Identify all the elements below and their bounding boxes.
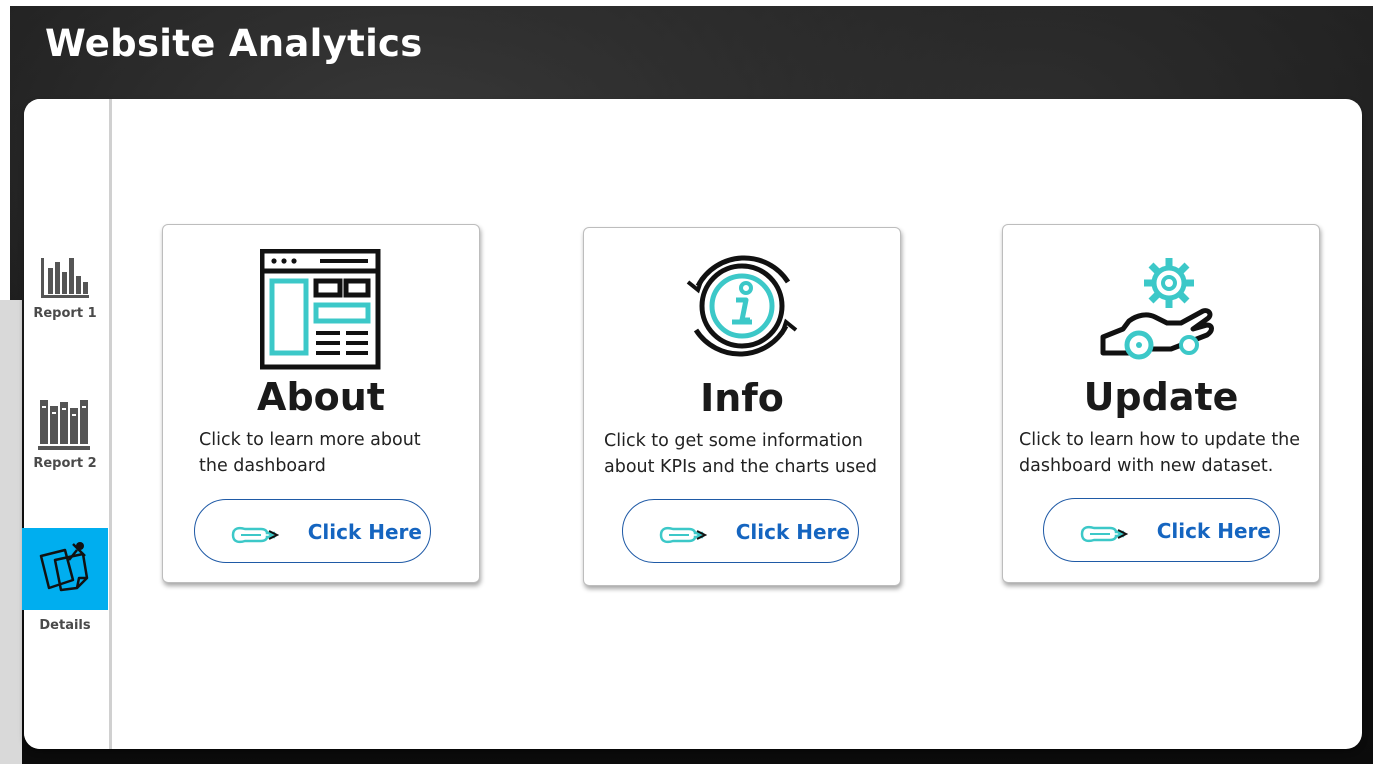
card-title: Info — [700, 376, 784, 420]
card-description: Click to learn how to update the dashboa… — [1019, 427, 1315, 479]
card-description-line: about KPIs and the charts used — [604, 457, 877, 477]
bar-chart-icon — [41, 258, 89, 298]
web-layout-icon — [163, 248, 479, 375]
page-title: Website Analytics — [45, 22, 423, 65]
card-description-line: dashboard with new dataset. — [1019, 456, 1274, 476]
hand-pointer-icon — [1080, 525, 1128, 543]
button-label: Click Here — [307, 520, 422, 544]
hand-pointer-icon — [659, 526, 707, 544]
card-description-line: Click to learn how to update the — [1019, 430, 1301, 450]
info-refresh-icon — [584, 252, 900, 364]
card-description-line: Click to learn more about — [199, 430, 421, 450]
about-click-here-button[interactable]: Click Here — [194, 499, 431, 563]
left-border — [0, 0, 10, 300]
button-label: Click Here — [1156, 519, 1271, 543]
sidebar-item-label: Report 1 — [33, 306, 97, 321]
update-card: Update Click to learn how to update the … — [1002, 224, 1320, 583]
card-title: About — [257, 375, 385, 419]
info-click-here-button[interactable]: Click Here — [622, 499, 859, 563]
sidebar-active-highlight — [22, 528, 108, 610]
button-label: Click Here — [735, 520, 850, 544]
card-title: Update — [1083, 375, 1239, 419]
sidebar-item-label: Details — [39, 618, 91, 633]
sidebar-item-details[interactable]: Details — [22, 536, 108, 633]
card-description: Click to learn more about the dashboard — [199, 427, 469, 479]
sticky-notes-icon — [39, 542, 89, 592]
card-description: Click to get some information about KPIs… — [604, 428, 896, 480]
card-description-line: the dashboard — [199, 456, 326, 476]
info-card: Info Click to get some information about… — [583, 227, 901, 586]
sidebar-item-label: Report 2 — [33, 456, 97, 471]
about-card: About Click to learn more about the dash… — [162, 224, 480, 583]
sidebar-item-report-2[interactable]: Report 2 — [22, 396, 108, 471]
hand-gear-icon — [1003, 253, 1319, 365]
top-border — [0, 0, 1373, 6]
left-gray-border — [0, 300, 22, 764]
books-icon — [38, 400, 90, 450]
card-description-line: Click to get some information — [604, 431, 863, 451]
hand-pointer-icon — [231, 526, 279, 544]
update-click-here-button[interactable]: Click Here — [1043, 498, 1280, 562]
sidebar-item-report-1[interactable]: Report 1 — [22, 252, 108, 321]
